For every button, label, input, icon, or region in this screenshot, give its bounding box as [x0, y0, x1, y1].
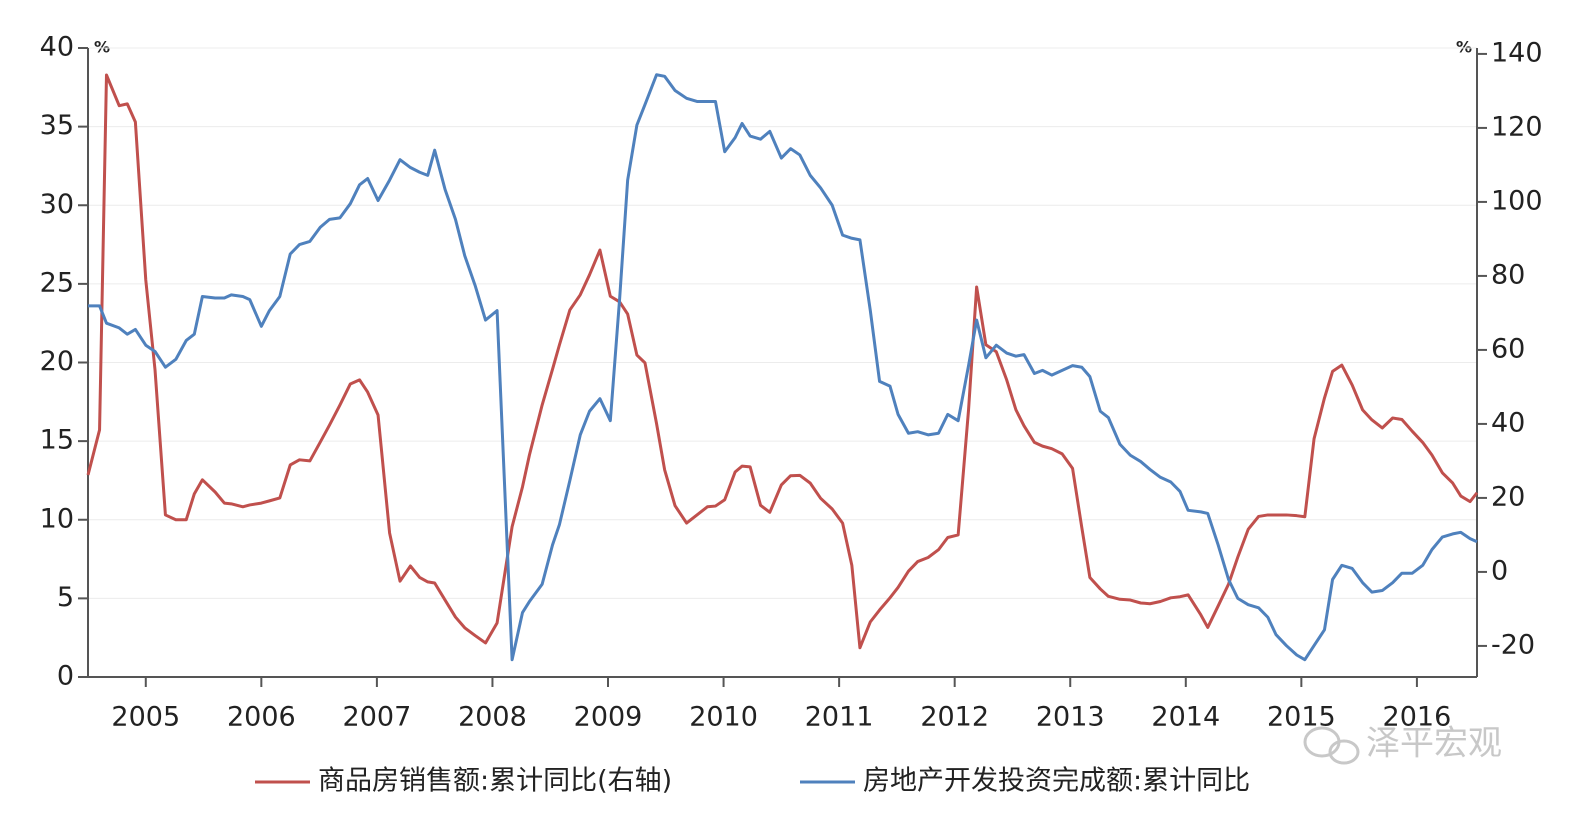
watermark: 泽平宏观 — [1366, 724, 1502, 764]
x-tick-label: 2016 — [1383, 702, 1452, 733]
y-tick-label: 30 — [40, 189, 74, 220]
y-tick-label: 40 — [40, 32, 74, 63]
y2-tick-label: 100 — [1491, 185, 1543, 216]
y-tick-label: 25 — [40, 267, 74, 298]
y-tick-label: 10 — [40, 503, 74, 534]
y2-tick-label: 20 — [1491, 481, 1525, 512]
x-tick-label: 2008 — [458, 702, 527, 733]
y2-tick-label: 140 — [1491, 37, 1543, 68]
y-tick-label: 35 — [40, 110, 74, 141]
x-tick-label: 2005 — [111, 702, 180, 733]
x-tick-label: 2013 — [1036, 702, 1105, 733]
legend-label: 房地产开发投资完成额:累计同比 — [863, 766, 1250, 797]
x-tick-label: 2014 — [1151, 702, 1220, 733]
x-tick-label: 2009 — [574, 702, 643, 733]
y-tick-label: 0 — [57, 661, 74, 692]
x-tick-label: 2012 — [920, 702, 989, 733]
x-tick-label: 2007 — [343, 702, 412, 733]
y2-tick-label: 120 — [1491, 111, 1543, 142]
y2-unit: % — [1456, 38, 1472, 57]
y2-tick-label: 0 — [1491, 555, 1508, 586]
x-tick-label: 2010 — [689, 702, 758, 733]
y2-tick-label: -20 — [1491, 629, 1535, 660]
x-tick-label: 2011 — [805, 702, 874, 733]
x-tick-label: 2015 — [1267, 702, 1336, 733]
y2-tick-label: 60 — [1491, 333, 1525, 364]
watermark-icon — [1303, 726, 1360, 765]
y-tick-label: 20 — [40, 346, 74, 377]
legend-label: 商品房销售额:累计同比(右轴) — [318, 766, 672, 797]
series-line — [88, 73, 1478, 662]
series-line — [86, 73, 1479, 650]
y-tick-label: 5 — [57, 582, 74, 613]
y-unit: % — [94, 38, 110, 57]
y-tick-label: 15 — [40, 425, 74, 456]
y2-tick-label: 40 — [1491, 407, 1525, 438]
x-tick-label: 2006 — [227, 702, 296, 733]
y2-tick-label: 80 — [1491, 259, 1525, 290]
